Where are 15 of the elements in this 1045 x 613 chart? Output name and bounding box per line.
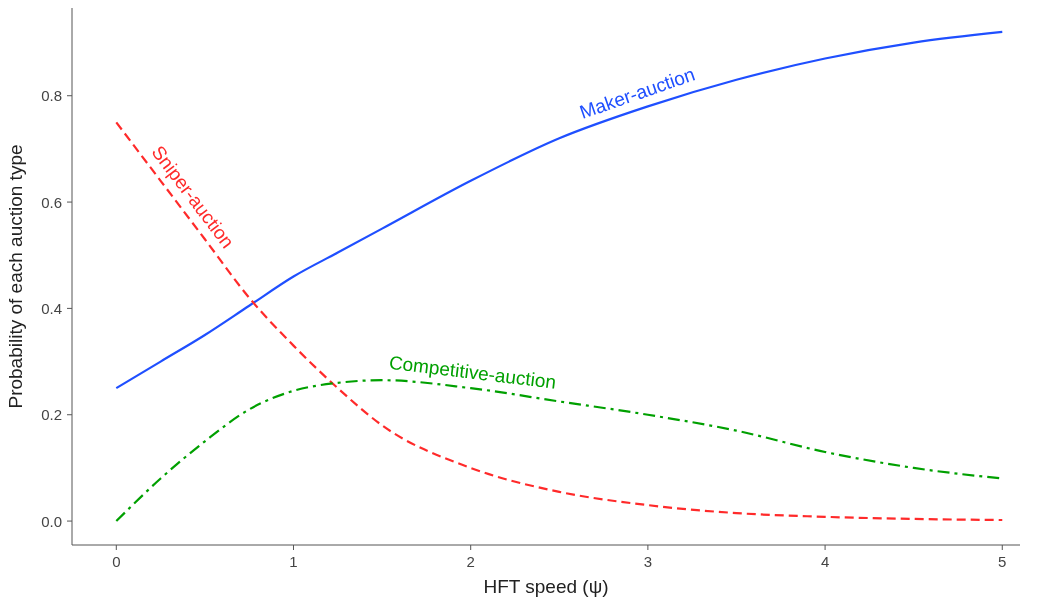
- y-tick-label: 0.2: [41, 406, 62, 424]
- line-series: [115, 30, 1004, 390]
- y-tick-label: 0.6: [41, 193, 62, 211]
- x-tick-label: 5: [998, 553, 1007, 570]
- y-tick-label: 0.4: [41, 299, 62, 317]
- y-axis-title: Probability of each auction type: [5, 144, 26, 409]
- line-series: [115, 121, 1004, 522]
- x-axis-title: HFT speed (ψ): [483, 576, 609, 597]
- y-tick-label: 0.0: [41, 512, 62, 530]
- x-tick-label: 0: [112, 553, 121, 570]
- y-tick-label: 0.8: [41, 87, 62, 105]
- x-tick-label: 3: [643, 553, 653, 570]
- x-tick-label: 2: [466, 553, 475, 570]
- x-tick-label: 1: [289, 553, 298, 570]
- x-tick-label: 4: [820, 553, 830, 570]
